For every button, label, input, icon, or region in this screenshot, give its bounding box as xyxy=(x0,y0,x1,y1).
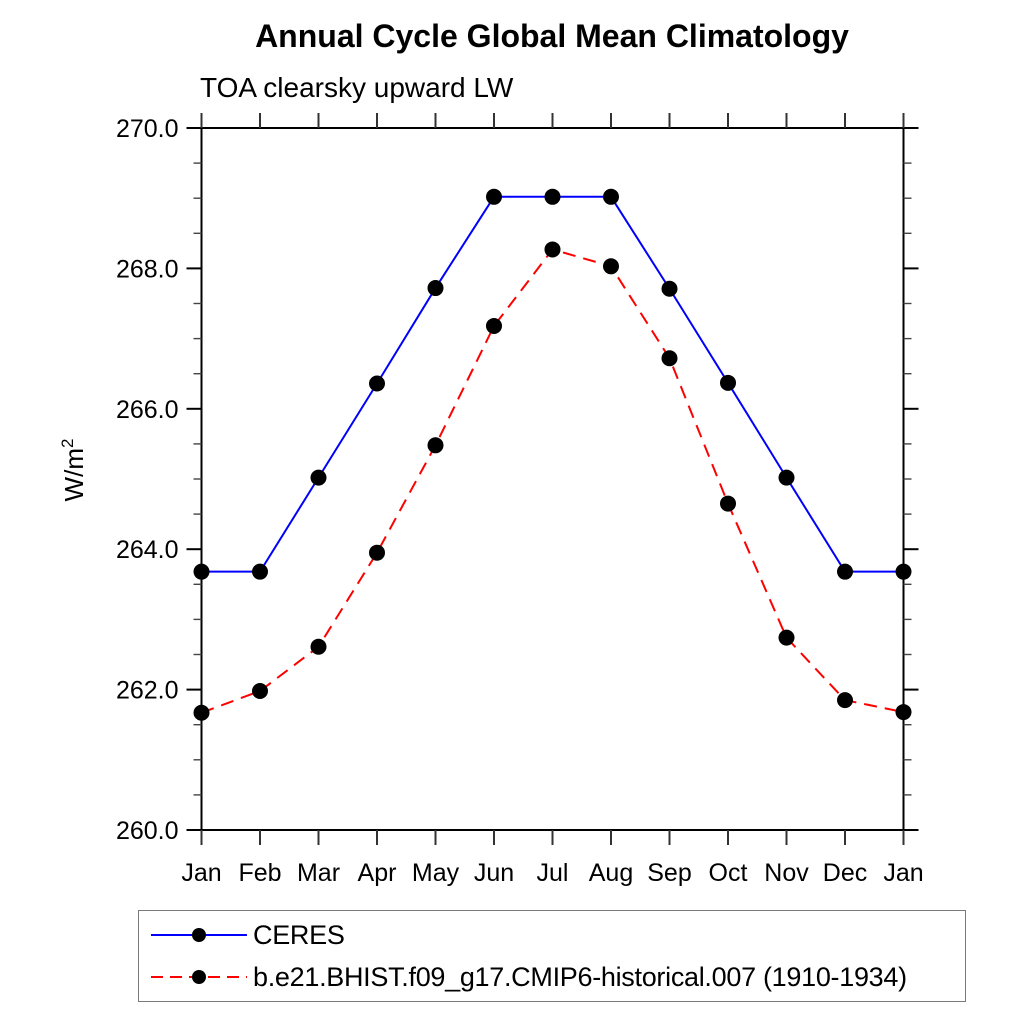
series-line-model xyxy=(201,248,904,714)
legend-line-sample-solid xyxy=(151,928,247,942)
data-point-marker xyxy=(486,317,502,334)
data-point-marker xyxy=(193,704,210,721)
legend-label: CERES xyxy=(253,919,345,950)
x-tick-label: Jun xyxy=(474,859,514,887)
x-tick-label: Dec xyxy=(823,859,867,887)
x-tick-label: Jan xyxy=(181,859,221,887)
y-tick-label: 260.0 xyxy=(116,817,179,845)
data-point-marker xyxy=(427,437,444,454)
data-point-marker xyxy=(720,374,736,391)
data-point-marker xyxy=(895,704,912,721)
x-tick-label: May xyxy=(412,859,460,887)
data-point-marker xyxy=(720,495,736,512)
data-point-marker xyxy=(369,375,385,392)
legend-line-sample-dashed xyxy=(151,970,247,984)
legend-label: b.e21.BHIST.f09_g17.CMIP6-historical.007… xyxy=(253,961,907,992)
data-point-marker xyxy=(778,469,795,486)
x-tick-label: Oct xyxy=(709,859,748,887)
chart-subtitle: TOA clearsky upward LW xyxy=(200,72,514,103)
data-point-marker xyxy=(486,188,502,205)
x-tick-label: Mar xyxy=(297,859,340,887)
y-tick-label: 270.0 xyxy=(116,115,179,143)
data-point-marker xyxy=(193,563,210,580)
data-point-marker xyxy=(837,692,853,709)
chart-title: Annual Cycle Global Mean Climatology xyxy=(255,18,849,54)
data-point-marker xyxy=(544,188,561,205)
data-point-marker xyxy=(837,563,853,580)
x-tick-label: Jan xyxy=(883,859,923,887)
data-point-marker xyxy=(661,280,678,297)
x-tick-label: Feb xyxy=(238,859,281,887)
data-point-marker xyxy=(252,683,268,700)
x-tick-label: Apr xyxy=(358,859,397,887)
data-point-marker xyxy=(369,544,385,561)
data-point-marker xyxy=(661,350,678,367)
x-tick-label: Jul xyxy=(537,859,569,887)
data-point-marker xyxy=(310,469,327,486)
legend-item-ceres: CERES xyxy=(139,914,965,956)
x-tick-label: Nov xyxy=(764,859,809,887)
data-point-marker xyxy=(778,629,795,646)
data-point-marker xyxy=(427,280,444,297)
data-point-marker xyxy=(544,241,561,258)
y-tick-label: 264.0 xyxy=(116,536,179,564)
y-tick-label: 266.0 xyxy=(116,396,179,424)
data-point-marker xyxy=(603,258,619,275)
plot-frame xyxy=(200,127,905,831)
data-point-marker xyxy=(895,563,912,580)
y-tick-label: 262.0 xyxy=(116,677,179,705)
data-point-marker xyxy=(603,188,619,205)
x-tick-label: Sep xyxy=(647,859,691,887)
data-point-marker xyxy=(310,638,327,655)
legend: CERES b.e21.BHIST.f09_g17.CMIP6-historic… xyxy=(138,910,966,1002)
x-tick-label: Aug xyxy=(589,859,633,887)
y-tick-label: 268.0 xyxy=(116,255,179,283)
legend-item-model: b.e21.BHIST.f09_g17.CMIP6-historical.007… xyxy=(139,956,965,998)
data-point-marker xyxy=(252,563,268,580)
